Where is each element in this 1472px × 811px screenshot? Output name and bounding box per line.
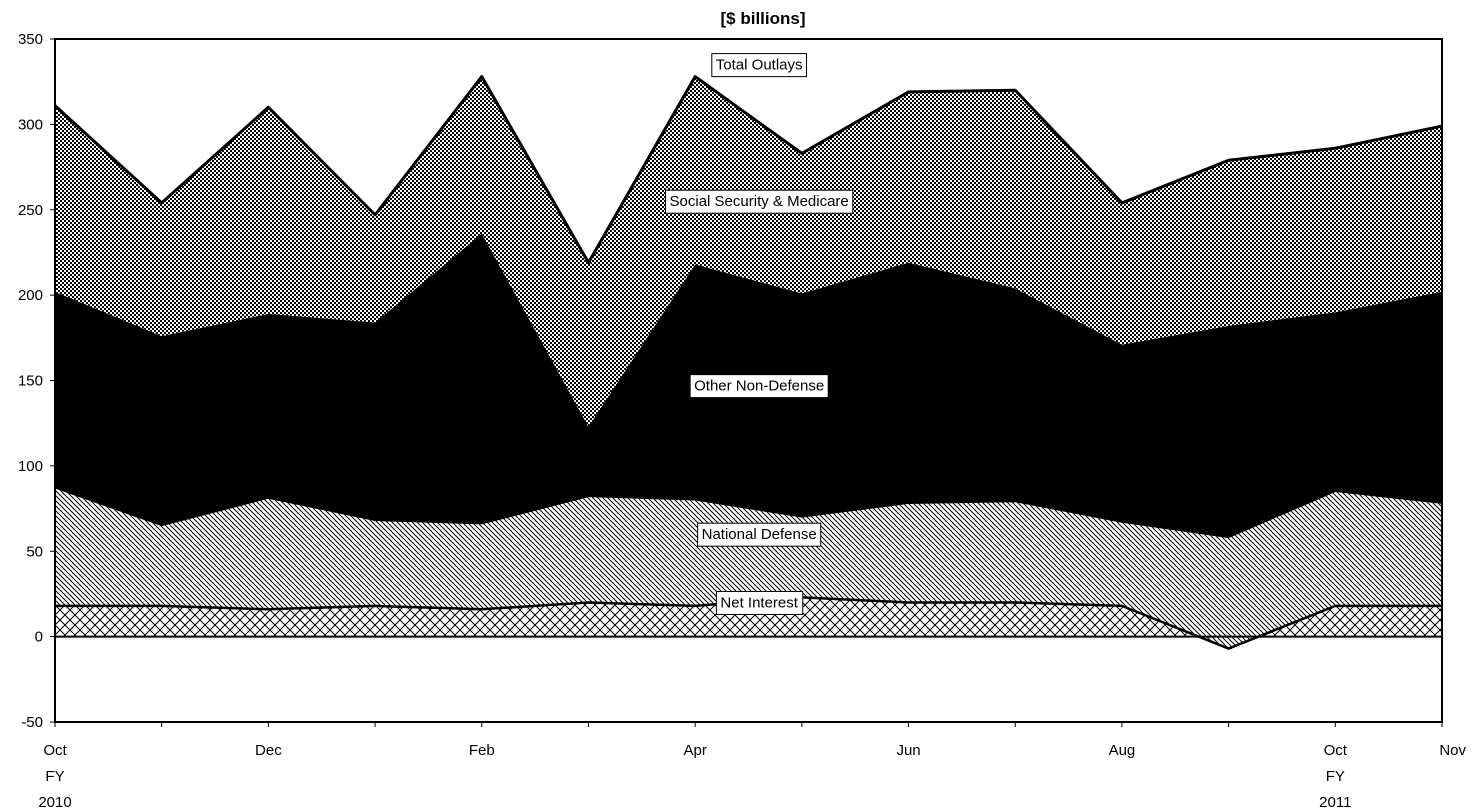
y-tick-label: 250	[18, 202, 43, 219]
y-tick-label: 100	[18, 458, 43, 475]
annotations: Total Outlays Social Security & Medicare O…	[665, 53, 854, 615]
area-social-security-and-medicare	[55, 76, 1442, 427]
x-tick-label: Oct FY 2010	[38, 742, 71, 811]
x-tick-label: Jun	[896, 742, 920, 759]
label-net-interest: Net Interest	[715, 590, 804, 615]
y-tick-label: 150	[18, 373, 43, 390]
area-national-defense	[55, 488, 1442, 649]
line-total-outlays	[53, 75, 1443, 265]
x-tick-label: Aug	[1109, 742, 1136, 759]
y-tick-label: 0	[35, 629, 43, 646]
y-tick-label: 350	[18, 31, 43, 48]
area-layers	[55, 76, 1442, 649]
x-tick-label: Oct FY 2011	[1319, 742, 1351, 811]
y-tick-label: -50	[21, 714, 43, 731]
y-tick-label: 200	[18, 287, 43, 304]
line-national-defense	[54, 487, 1443, 539]
svg-text:Net Interest: Net Interest	[720, 594, 798, 611]
svg-text:Other Non-Defense: Other Non-Defense	[694, 378, 824, 395]
label-total-outlays: Total Outlays	[711, 53, 808, 78]
x-tick-label: Apr	[683, 742, 706, 759]
label-national-defense: National Defense	[697, 522, 822, 547]
chart-title: [$ billions]	[721, 9, 806, 28]
svg-text:Total Outlays: Total Outlays	[716, 57, 803, 74]
label-social-security-and-medicare: Social Security & Medicare	[665, 189, 854, 214]
x-tick-label: Dec	[255, 742, 282, 759]
y-tick-label: 50	[26, 543, 43, 560]
x-tick-label: Feb	[469, 742, 495, 759]
y-tick-label: 300	[18, 116, 43, 133]
svg-text:National Defense: National Defense	[702, 526, 817, 543]
svg-text:Social Security & Medicare: Social Security & Medicare	[670, 193, 849, 210]
axes: -50 0 50 100 150 200 250 300 350 Oct FY 2010 Dec Feb A…	[18, 31, 1467, 811]
label-other-non-defense: Other Non-Defense	[689, 374, 829, 399]
x-tick-label: Nov	[1439, 742, 1466, 759]
